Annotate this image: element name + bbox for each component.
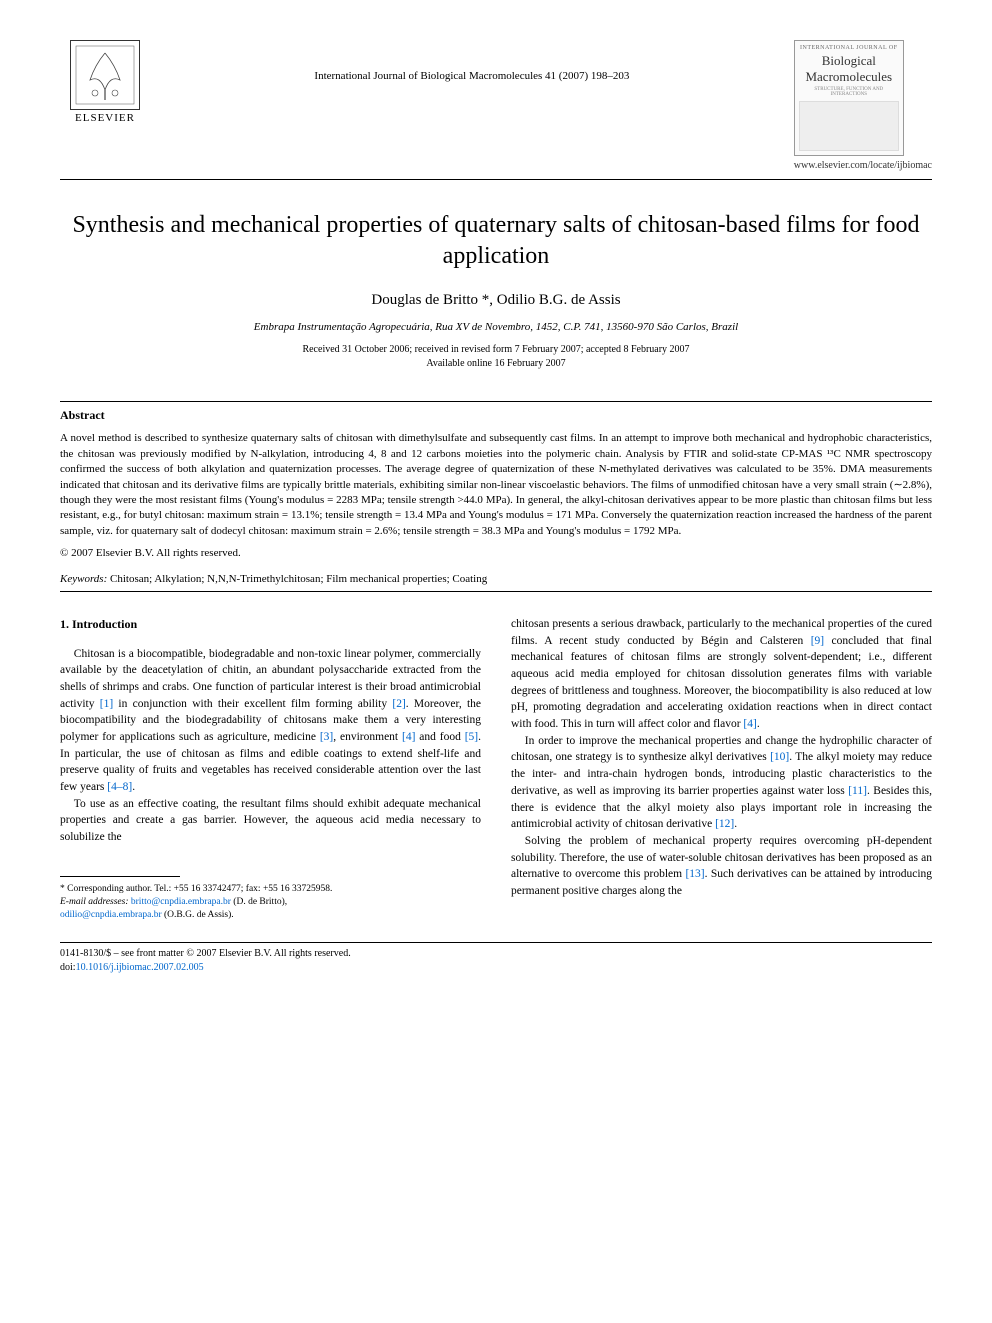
elsevier-label: ELSEVIER xyxy=(75,112,135,124)
article-dates: Received 31 October 2006; received in re… xyxy=(60,343,932,371)
cover-top-line: INTERNATIONAL JOURNAL OF xyxy=(799,45,899,51)
body-columns: 1. Introduction Chitosan is a biocompati… xyxy=(60,616,932,922)
intro-para-1: Chitosan is a biocompatible, biodegradab… xyxy=(60,646,481,796)
footnote-separator xyxy=(60,876,180,877)
ref-4[interactable]: [4] xyxy=(402,731,415,743)
abstract-bottom-rule xyxy=(60,591,932,592)
keywords: Keywords: Chitosan; Alkylation; N,N,N-Tr… xyxy=(60,573,932,585)
footer: 0141-8130/$ – see front matter © 2007 El… xyxy=(60,947,932,975)
cover-image-placeholder xyxy=(799,101,899,151)
footer-rule xyxy=(60,942,932,943)
email-2-name: (O.B.G. de Assis). xyxy=(164,910,234,920)
cover-subtitle: STRUCTURE, FUNCTION AND INTERACTIONS xyxy=(799,87,899,97)
abstract-heading: Abstract xyxy=(60,408,932,423)
ref-4-8[interactable]: [4–8] xyxy=(107,781,132,793)
intro-para-3: chitosan presents a serious drawback, pa… xyxy=(511,616,932,733)
right-column: chitosan presents a serious drawback, pa… xyxy=(511,616,932,922)
ref-12[interactable]: [12] xyxy=(715,818,734,830)
intro-para-2: To use as an effective coating, the resu… xyxy=(60,796,481,846)
ref-4b[interactable]: [4] xyxy=(743,718,756,730)
dates-line-2: Available online 16 February 2007 xyxy=(60,357,932,371)
elsevier-logo: ELSEVIER xyxy=(60,40,150,124)
abstract-copyright: © 2007 Elsevier B.V. All rights reserved… xyxy=(60,547,932,559)
ref-13[interactable]: [13] xyxy=(685,868,704,880)
footer-doi-line: doi:10.1016/j.ijbiomac.2007.02.005 xyxy=(60,961,932,975)
left-column: 1. Introduction Chitosan is a biocompati… xyxy=(60,616,481,922)
header-rule xyxy=(60,179,932,180)
ref-2[interactable]: [2] xyxy=(392,698,405,710)
email-1[interactable]: britto@cnpdia.embrapa.br xyxy=(131,897,231,907)
abstract-text: A novel method is described to synthesiz… xyxy=(60,431,932,539)
ref-5[interactable]: [5] xyxy=(465,731,478,743)
abstract-top-rule xyxy=(60,401,932,402)
journal-cover-block: INTERNATIONAL JOURNAL OF Biological Macr… xyxy=(794,40,932,171)
journal-url[interactable]: www.elsevier.com/locate/ijbiomac xyxy=(794,160,932,171)
email-label: E-mail addresses: xyxy=(60,897,129,907)
ref-3[interactable]: [3] xyxy=(320,731,333,743)
ref-1[interactable]: [1] xyxy=(100,698,113,710)
keywords-text: Chitosan; Alkylation; N,N,N-Trimethylchi… xyxy=(110,573,487,585)
journal-reference: International Journal of Biological Macr… xyxy=(150,40,794,82)
cover-name-1: Biological xyxy=(799,53,899,69)
ref-11[interactable]: [11] xyxy=(848,785,867,797)
footnote-email-2-line: odilio@cnpdia.embrapa.br (O.B.G. de Assi… xyxy=(60,909,481,922)
article-title: Synthesis and mechanical properties of q… xyxy=(60,210,932,272)
ref-9[interactable]: [9] xyxy=(811,635,824,647)
email-2[interactable]: odilio@cnpdia.embrapa.br xyxy=(60,910,162,920)
intro-heading: 1. Introduction xyxy=(60,616,481,633)
doi-label: doi: xyxy=(60,962,76,973)
elsevier-tree-icon xyxy=(70,40,140,110)
doi-link[interactable]: 10.1016/j.ijbiomac.2007.02.005 xyxy=(76,962,204,973)
cover-name-2: Macromolecules xyxy=(799,69,899,85)
keywords-label: Keywords: xyxy=(60,573,107,585)
ref-10[interactable]: [10] xyxy=(770,751,789,763)
dates-line-1: Received 31 October 2006; received in re… xyxy=(60,343,932,357)
page-header: ELSEVIER International Journal of Biolog… xyxy=(60,40,932,171)
intro-para-4: In order to improve the mechanical prope… xyxy=(511,733,932,833)
footnote-emails: E-mail addresses: britto@cnpdia.embrapa.… xyxy=(60,896,481,909)
footer-copyright: 0141-8130/$ – see front matter © 2007 El… xyxy=(60,947,932,961)
affiliation: Embrapa Instrumentação Agropecuária, Rua… xyxy=(60,321,932,333)
footnote-corr: * Corresponding author. Tel.: +55 16 337… xyxy=(60,883,481,896)
authors: Douglas de Britto *, Odilio B.G. de Assi… xyxy=(60,292,932,309)
intro-para-5: Solving the problem of mechanical proper… xyxy=(511,833,932,900)
journal-cover: INTERNATIONAL JOURNAL OF Biological Macr… xyxy=(794,40,904,156)
email-1-name: (D. de Britto), xyxy=(233,897,287,907)
corresponding-author-footnote: * Corresponding author. Tel.: +55 16 337… xyxy=(60,883,481,923)
